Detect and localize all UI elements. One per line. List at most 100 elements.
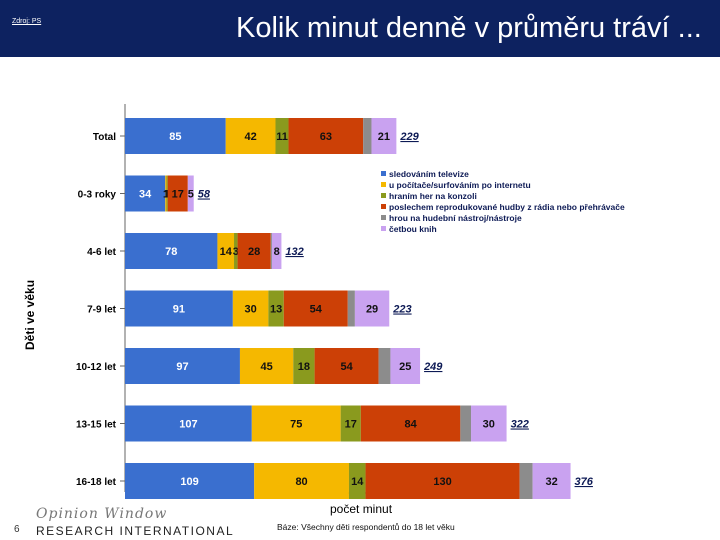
bar-segment: [271, 233, 282, 269]
legend-label: hrou na hudební nástroj/nástroje: [389, 213, 522, 223]
slide-number: 6: [14, 524, 20, 535]
bar-segment: [390, 348, 421, 384]
bar-segment: [239, 348, 294, 384]
data-label: 21: [378, 131, 390, 143]
total-label: 58: [198, 189, 211, 201]
data-label: 28: [248, 246, 260, 258]
category-label: 16-18 let: [76, 477, 117, 488]
bar-segment: [363, 118, 372, 154]
data-label: 97: [176, 361, 188, 373]
base-note: Báze: Všechny děti respondentů do 18 let…: [277, 522, 455, 532]
bar-segment: [360, 405, 461, 442]
bar-segment: [232, 290, 269, 327]
total-label: 249: [423, 361, 443, 373]
legend-swatch: [381, 226, 386, 231]
bar-segment: [251, 405, 341, 442]
legend-label: sledováním televize: [389, 169, 469, 179]
category-label: 4-6 let: [87, 247, 117, 258]
bar-segment: [237, 233, 271, 269]
bar-segment: [340, 405, 361, 442]
bar-segment: [532, 463, 571, 499]
bar-segment: [348, 463, 366, 499]
data-label: 107: [179, 419, 197, 431]
bar-segment: [225, 118, 276, 154]
logo-script: Opinion Window: [36, 506, 168, 522]
data-label: 5: [188, 189, 194, 201]
bar-segment: [125, 463, 255, 499]
data-label: 45: [260, 361, 272, 373]
category-label: 10-12 let: [76, 362, 117, 373]
data-label: 30: [483, 419, 495, 431]
slide-header: Zdroj: PS Kolik minut denně v průměru tr…: [0, 0, 720, 57]
data-label: 1: [164, 189, 170, 201]
data-label: 54: [340, 361, 353, 373]
bar-segment: [125, 233, 218, 269]
category-label: 13-15 let: [76, 420, 117, 431]
bar-segment: [365, 463, 520, 499]
data-label: 17: [345, 419, 357, 431]
bar-segment: [125, 290, 233, 327]
bar-segment: [460, 405, 472, 442]
category-label: Total: [93, 132, 116, 143]
data-label: 63: [320, 131, 332, 143]
bar-segment: [371, 118, 397, 154]
data-label: 11: [276, 131, 288, 143]
data-label: 17: [172, 189, 184, 201]
bar-segment: [167, 175, 188, 212]
total-label: 223: [392, 304, 411, 316]
bar-segment: [187, 175, 194, 212]
bar-segment: [275, 118, 289, 154]
total-label: 229: [399, 131, 419, 143]
data-label: 34: [139, 189, 152, 201]
legend-swatch: [381, 182, 386, 187]
data-label: 80: [295, 476, 307, 488]
bar-segment: [519, 463, 533, 499]
data-label: 14: [220, 246, 233, 258]
bar-segment: [125, 348, 240, 384]
data-label: 54: [310, 304, 323, 316]
data-label: 130: [433, 476, 451, 488]
data-label: 29: [366, 304, 378, 316]
bar-segment: [314, 348, 379, 384]
total-label: 132: [285, 246, 303, 258]
slide-title: Kolik minut denně v průměru tráví ...: [236, 12, 702, 44]
logo-text: RESEARCH INTERNATIONAL: [36, 524, 235, 538]
data-label: 42: [244, 131, 256, 143]
data-label: 25: [399, 361, 411, 373]
bar-segment: [293, 348, 315, 384]
data-label: 13: [270, 304, 282, 316]
data-label: 14: [351, 476, 364, 488]
bar-segment: [166, 175, 168, 212]
legend-label: četbou knih: [389, 224, 437, 234]
bar-segment: [125, 405, 252, 442]
total-label: 376: [575, 476, 594, 488]
bar-segment: [270, 233, 272, 269]
data-label: 8: [274, 246, 280, 258]
bar-segment: [254, 463, 349, 499]
bar-segment: [378, 348, 391, 384]
data-label: 18: [298, 361, 310, 373]
data-label: 109: [180, 476, 198, 488]
legend-swatch: [381, 193, 386, 198]
bar-segment: [125, 118, 226, 154]
bar-segment: [268, 290, 284, 327]
data-label: 30: [244, 304, 256, 316]
x-axis-label: počet minut: [330, 502, 393, 516]
legend-label: poslechem reprodukované hudby z rádia ne…: [389, 202, 625, 212]
source-link[interactable]: Zdroj: PS: [12, 18, 42, 25]
legend-swatch: [381, 204, 386, 209]
bar-segment: [347, 290, 355, 327]
legend-swatch: [381, 215, 386, 220]
data-label: 1: [163, 189, 169, 201]
data-label: 84: [404, 419, 417, 431]
category-label: 7-9 let: [87, 305, 117, 316]
legend-label: hraním her na konzoli: [389, 191, 477, 201]
data-label: 91: [173, 304, 185, 316]
bar-segment: [471, 405, 507, 442]
y-axis-label: Děti ve věku: [23, 280, 37, 350]
total-label: 322: [511, 419, 529, 431]
data-label: 3: [233, 246, 239, 258]
data-label: 78: [165, 246, 177, 258]
category-label: 0-3 roky: [78, 190, 117, 201]
